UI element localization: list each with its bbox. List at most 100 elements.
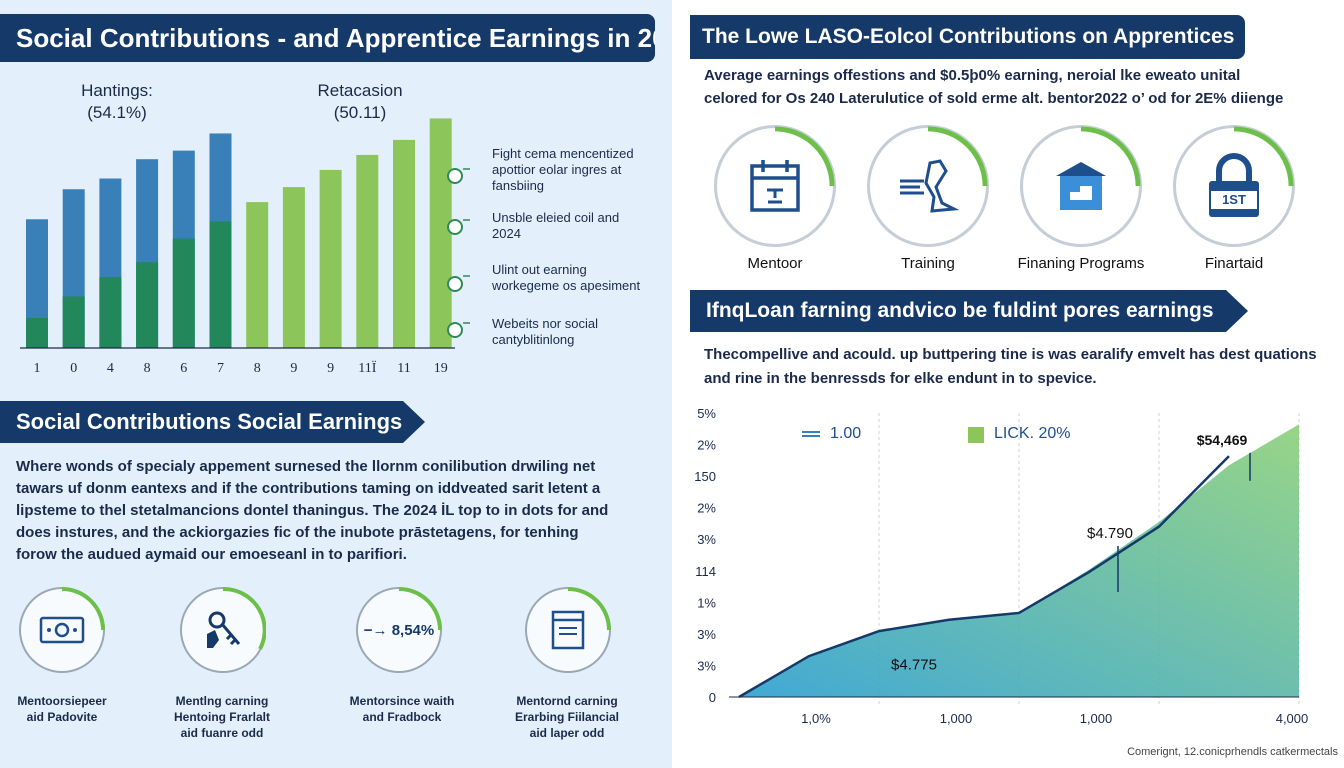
icon-label-3-line2: and Fradbock: [362, 710, 442, 724]
progress-arc: [61, 587, 105, 631]
area-fill: [739, 424, 1299, 697]
legend-line-swatch: [802, 431, 820, 437]
chart-label-left-line1: Hantings:: [81, 81, 153, 100]
chart-label-right: Retacasion (50.11): [300, 80, 420, 124]
legend-area-swatch: [968, 427, 984, 443]
legend-marker-3: [447, 276, 463, 292]
right-paragraph-line1: Thecompellive and acould. up buttpering …: [704, 346, 1317, 363]
y-tick-label: 2%: [697, 438, 716, 453]
x-tick-label: 9: [327, 361, 334, 376]
icon-label-mentoor: Mentoor: [747, 255, 803, 272]
bar-retacasion: [319, 169, 342, 348]
left-title: Social Contributions - and Apprentice Ea…: [16, 22, 655, 53]
hand-key-icon: [207, 611, 241, 648]
icon-label-2: Mentlng carning Hentoing Frarlalt aid fu…: [160, 693, 284, 741]
icon-label-1: Mentoorsiepeer aid Padovite: [0, 693, 124, 725]
legend-entry-4: Webeits nor social cantyblitinlong: [492, 316, 598, 348]
x-tick-label: 7: [217, 361, 224, 376]
icon-label-financing: Finaning Programs: [1017, 255, 1145, 272]
icon-label-2-line3: aid fuanre odd: [180, 726, 264, 740]
left-paragraph-line1: Where wonds of specialy appement surnese…: [16, 458, 596, 475]
house-icon: [1056, 162, 1106, 210]
x-tick-label: 9: [290, 361, 297, 376]
legend-entry-4-line2: cantyblitinlong: [492, 332, 575, 347]
x-tick-label: 19: [434, 361, 448, 376]
hand-key-icon-ring: [180, 587, 266, 673]
bar-earnings: [99, 277, 122, 348]
data-label: $4.790: [1087, 525, 1133, 542]
progress-arc: [927, 126, 988, 187]
legend-area-label: LICK. 20%: [994, 425, 1071, 442]
x-tick-label: 11Ï: [358, 359, 376, 376]
legend-marker-4: [447, 322, 463, 338]
bar-retacasion: [393, 139, 415, 348]
y-tick-label: 5%: [697, 406, 716, 421]
right-intro-line1: Average earnings offestions and $0.5þ0% …: [704, 67, 1241, 84]
legend-marker-2: [447, 219, 463, 235]
money-icon-ring: [19, 587, 105, 673]
icon-label-1-line2: aid Padovite: [26, 710, 98, 724]
x-tick-label: 1: [34, 361, 41, 376]
lock-icon: 1ST: [1205, 153, 1263, 219]
y-tick-label: 3%: [697, 658, 716, 673]
legend-entry-3: Ulint out earning workegeme os apesiment: [492, 262, 640, 294]
x-tick-label: 8: [144, 361, 151, 376]
document-icon: [551, 610, 585, 650]
left-paragraph-line3: lipsteme to thel stetalmancions dontel t…: [16, 502, 609, 519]
bar-retacasion: [429, 118, 452, 348]
icon-label-4-line1: Mentornd carning: [516, 694, 618, 708]
left-title-banner: Social Contributions - and Apprentice Ea…: [0, 14, 655, 62]
icon-label-4-line3: aid laper odd: [529, 726, 605, 740]
bar-earnings: [62, 296, 85, 348]
bar-retacasion: [356, 154, 379, 348]
y-tick-label: 3%: [697, 627, 716, 642]
icon-label-4: Mentornd carning Erarbing Fiilancial aid…: [505, 693, 629, 741]
icon-label-3: Mentorsince waith and Fradbock: [332, 693, 472, 725]
right-intro-line2: celored for Os 240 Laterulutice of sold …: [704, 90, 1284, 107]
house-icon-ring: [1020, 125, 1142, 247]
x-tick-label: 0: [70, 361, 77, 376]
data-label: $4.775: [891, 657, 937, 674]
bar-earnings: [136, 262, 159, 348]
bar-retacasion: [282, 187, 305, 348]
tools-icon-ring: [867, 125, 989, 247]
icon-label-2-line2: Hentoing Frarlalt: [173, 710, 270, 724]
x-tick-label: 1,000: [1080, 711, 1113, 726]
left-section2-title: Social Contributions Social Earnings: [16, 409, 403, 434]
calendar-icon-ring: [714, 125, 836, 247]
y-tick-label: 114: [695, 564, 716, 579]
left-paragraph-line5: forow the audued aymaid our emoeseanl in…: [16, 546, 407, 563]
progress-arc: [1233, 126, 1294, 187]
bar-earnings: [209, 221, 232, 348]
bar-contributions: [26, 219, 48, 348]
left-paragraph-line4: does instures, and the ackiorgazies fic …: [16, 524, 579, 541]
document-icon-ring: [525, 587, 611, 673]
chart-label-right-line1: Retacasion: [317, 81, 403, 100]
data-label: $54,469: [1197, 432, 1248, 448]
legend-entry-1-line1: Fight cema mencentized: [492, 146, 634, 161]
progress-arc: [222, 587, 266, 650]
icon-label-2-line1: Mentlng carning: [175, 694, 269, 708]
x-tick-label: 4,000: [1276, 711, 1309, 726]
legend-entry-2: Unsble eleied coil and 2024: [492, 210, 619, 242]
tools-icon: [900, 159, 960, 213]
right-paragraph: Thecompellive and acould. up buttpering …: [704, 343, 1339, 391]
x-tick-label: 11: [397, 361, 410, 376]
bar-earnings: [172, 238, 195, 348]
left-paragraph-line2: tawars uf donm eantexs and if the contri…: [16, 480, 601, 497]
right-intro: Average earnings offestions and $0.5þ0% …: [704, 64, 1334, 110]
legend-line-label: 1.00: [830, 425, 862, 442]
right-title-banner: The Lowe LASO-Eolcol Contributions on Ap…: [690, 15, 1245, 59]
bar-chart: 1 0 4 8 6 7 8 9 9 11Ï 11 19: [20, 118, 470, 376]
legend-marker-1: [447, 168, 463, 184]
footer-copyright: Comerignt, 12.conicprhendls catkermectal…: [1127, 746, 1338, 758]
legend-entry-1-line2: apottior eolar ingres at: [492, 162, 622, 177]
icon-label-training: Training: [901, 255, 955, 272]
lock-icon-ring: 1ST: [1173, 125, 1295, 247]
y-tick-label: 1%: [697, 595, 716, 610]
icon-label-finartaid: Finartaid: [1204, 255, 1264, 272]
area-chart: 0 3% 3% 1% 114 3% 2% 150 2% 5% 1,0% 1,000 1,000 4,000…: [694, 406, 1309, 726]
y-tick-label: 150: [694, 469, 716, 484]
x-tick-label: 6: [180, 361, 187, 376]
icon-label-1-line1: Mentoorsiepeer: [17, 694, 107, 708]
